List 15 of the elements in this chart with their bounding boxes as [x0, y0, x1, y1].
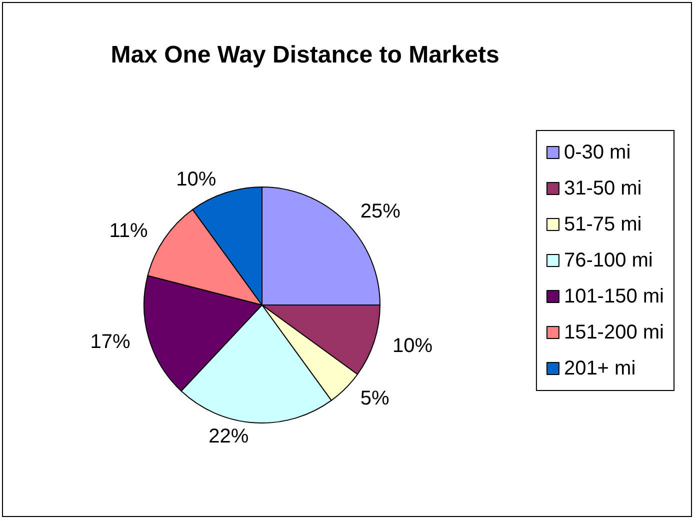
legend-label: 51-75 mi	[564, 214, 642, 236]
legend-label: 76-100 mi	[564, 250, 653, 272]
data-label: 5%	[360, 387, 390, 410]
legend-label: 0-30 mi	[564, 142, 631, 164]
data-label: 10%	[392, 334, 433, 357]
legend-label: 201+ mi	[564, 358, 636, 380]
legend-label: 151-200 mi	[564, 322, 664, 344]
chart-title: Max One Way Distance to Markets	[110, 42, 500, 68]
data-label: 25%	[360, 200, 401, 223]
legend-label: 31-50 mi	[564, 178, 642, 200]
data-label: 10%	[176, 168, 216, 190]
data-label: 17%	[90, 330, 130, 353]
legend-label: 101-150 mi	[564, 286, 664, 308]
data-label: 11%	[109, 220, 148, 242]
data-label: 22%	[208, 426, 249, 448]
